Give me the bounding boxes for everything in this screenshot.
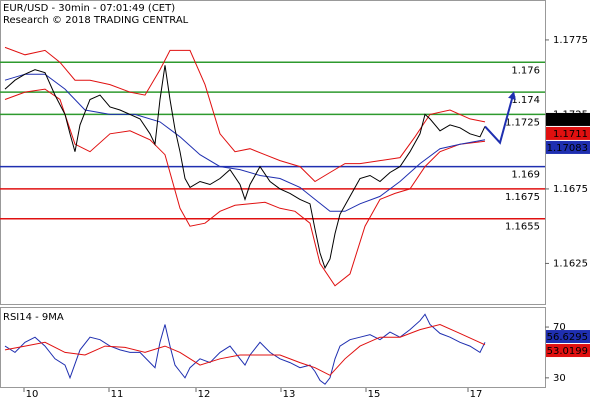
price-tag [546, 330, 590, 344]
series-line [4, 73, 486, 212]
level-label: 1.174 [511, 95, 540, 106]
rsi-panel [0, 307, 546, 388]
level-label: 1.1655 [505, 222, 540, 233]
price-tag [546, 344, 590, 358]
x-tick-label: 12 [198, 389, 211, 400]
price-tag-label: 1.1711 [553, 129, 588, 140]
level-label: 1.169 [511, 170, 540, 181]
price-tag-label: 56.6295 [547, 332, 588, 343]
price-tag-label: 1.17166 [547, 115, 588, 126]
y-tick-label: 1.1775 [553, 35, 588, 46]
y-tick-label: 70 [553, 322, 566, 333]
series-line [4, 323, 486, 376]
rsi-title: RSI14 - 9MA [3, 312, 64, 323]
x-tick-label: 15 [368, 389, 381, 400]
chart-title: EUR/USD - 30min - 07:01:49 (CET) [3, 3, 175, 14]
series-line [4, 88, 486, 287]
price-tag [546, 126, 590, 140]
forecast-line [484, 91, 516, 145]
y-tick-label: 30 [553, 373, 566, 384]
y-tick-label: 1.1625 [553, 258, 588, 269]
x-tick-label: 11 [111, 389, 124, 400]
main-panel [0, 0, 546, 305]
price-tag-label: 53.0199 [547, 346, 588, 357]
price-tag [546, 112, 590, 126]
level-label: 1.1725 [505, 117, 540, 128]
level-label: 1.1675 [505, 192, 540, 203]
price-tag [546, 140, 590, 154]
chart-subtitle: Research © 2018 TRADING CENTRAL [3, 15, 189, 26]
x-tick-label: 17 [470, 389, 483, 400]
price-tag-label: 1.17083 [547, 143, 588, 154]
level-label: 1.176 [511, 65, 540, 76]
series-line [4, 313, 486, 385]
x-tick-label: 10 [26, 389, 39, 400]
x-tick-label: 13 [283, 389, 296, 400]
series-line [4, 46, 486, 183]
y-tick-label: 1.1675 [553, 184, 588, 195]
series-line [4, 65, 486, 270]
